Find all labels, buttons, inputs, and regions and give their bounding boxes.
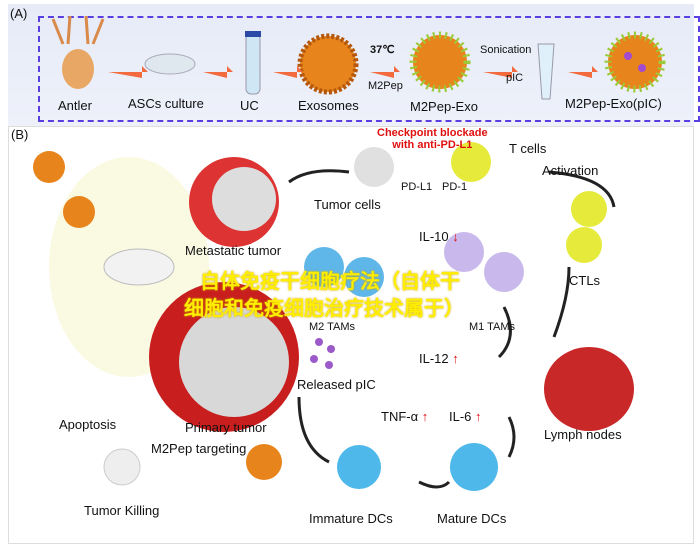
t-cells-label: T cells (509, 141, 547, 156)
cycle-arrows (288, 169, 616, 489)
m2pep-exo-icon (409, 31, 471, 93)
immature-dc-icon (337, 445, 381, 489)
workflow-box (38, 16, 700, 122)
tumor-killing-label: Tumor Killing (84, 503, 160, 518)
lymph-node-icon (544, 347, 634, 431)
il-10-text: IL-10 (419, 229, 449, 244)
step-m2pep-exo-pic: M2Pep-Exo(pIC) (565, 96, 662, 111)
arrow-icons (108, 66, 598, 78)
m2pep-targeting-label: M2Pep targeting (151, 441, 247, 456)
sonication-label: Sonication (480, 44, 532, 56)
tumor-cells-label: Tumor cells (314, 197, 381, 212)
culture-dish-icon (144, 53, 196, 75)
workflow-illustration (51, 15, 666, 100)
step-antler: Antler (58, 98, 92, 113)
released-pic-icon (310, 338, 335, 369)
il-10-label: IL-10 ↓ (419, 229, 459, 244)
immature-dcs-label: Immature DCs (309, 511, 393, 526)
m1-tam-icons (444, 232, 524, 292)
step-ascs-culture: ASCs culture (128, 96, 204, 111)
lymph-nodes-label: Lymph nodes (544, 427, 622, 442)
up-arrow-icon: ↑ (452, 351, 459, 366)
released-pic-label: Released pIC (297, 377, 376, 392)
exosome-icons (33, 151, 282, 480)
ctl-icons (566, 191, 607, 263)
ctls-label: CTLs (569, 273, 601, 288)
watermark-line-2: 细胞和免疫细胞治疗技术属于） (184, 298, 464, 320)
primary-tumor-icon (149, 282, 299, 432)
tnf-alpha-label: TNF-α ↑ (381, 409, 428, 424)
panel-a: (A) Antler ASCs culture UC Exosomes M2Pe… (8, 4, 700, 126)
tnf-text: TNF-α (381, 409, 419, 424)
temperature-label: 37℃ (370, 44, 395, 56)
il-6-text: IL-6 (449, 409, 472, 424)
m2-tam-icons (304, 247, 384, 297)
panel-b-label: (B) (11, 127, 29, 142)
checkpoint-blockade-label: Checkpoint blockade with anti-PD-L1 (377, 127, 488, 151)
m2pep-label: M2Pep (368, 80, 403, 92)
mouse-icon (103, 248, 175, 286)
pd-l1-label: PD-L1 (401, 181, 433, 193)
il-12-label: IL-12 ↑ (419, 351, 459, 366)
tumor-cell-icon (354, 147, 394, 187)
pic-label: pIC (506, 72, 524, 84)
primary-tumor-label: Primary tumor (185, 420, 267, 435)
step-m2pep-exo: M2Pep-Exo (410, 99, 478, 114)
m1-tams-label: M1 TAMs (469, 321, 516, 333)
apoptosis-label: Apoptosis (59, 417, 117, 432)
activation-label: Activation (542, 163, 599, 178)
t-cell-icon (451, 142, 491, 182)
metastatic-tumor-label: Metastatic tumor (185, 243, 282, 258)
apoptotic-cell-icon (103, 448, 141, 486)
sonication-tube-icon (537, 43, 555, 100)
up-arrow-icon: ↑ (421, 409, 429, 424)
step-exosomes: Exosomes (298, 98, 359, 113)
tube-icon (245, 31, 261, 95)
exosome-icon (297, 33, 359, 95)
m2-tams-label: M2 TAMs (309, 321, 356, 333)
panel-a-label: (A) (10, 6, 28, 21)
mature-dcs-label: Mature DCs (437, 511, 507, 526)
metastatic-tumor-icon (189, 157, 279, 247)
m2pep-exo-pic-icon (604, 31, 666, 93)
down-arrow-icon: ↓ (452, 229, 459, 244)
il-12-text: IL-12 (419, 351, 449, 366)
il-6-label: IL-6 ↑ (449, 409, 482, 424)
mature-dc-icon (450, 443, 498, 491)
pd-1-label: PD-1 (442, 181, 468, 193)
mechanism-illustration (33, 142, 634, 491)
watermark-line-1: 自体免疫干细胞疗法（自体干 (200, 271, 460, 293)
panel-b: Checkpoint blockade with anti-PD-L1 (B) … (8, 126, 694, 544)
deer-icon (51, 15, 105, 89)
up-arrow-icon: ↑ (475, 409, 482, 424)
step-uc: UC (240, 98, 259, 113)
